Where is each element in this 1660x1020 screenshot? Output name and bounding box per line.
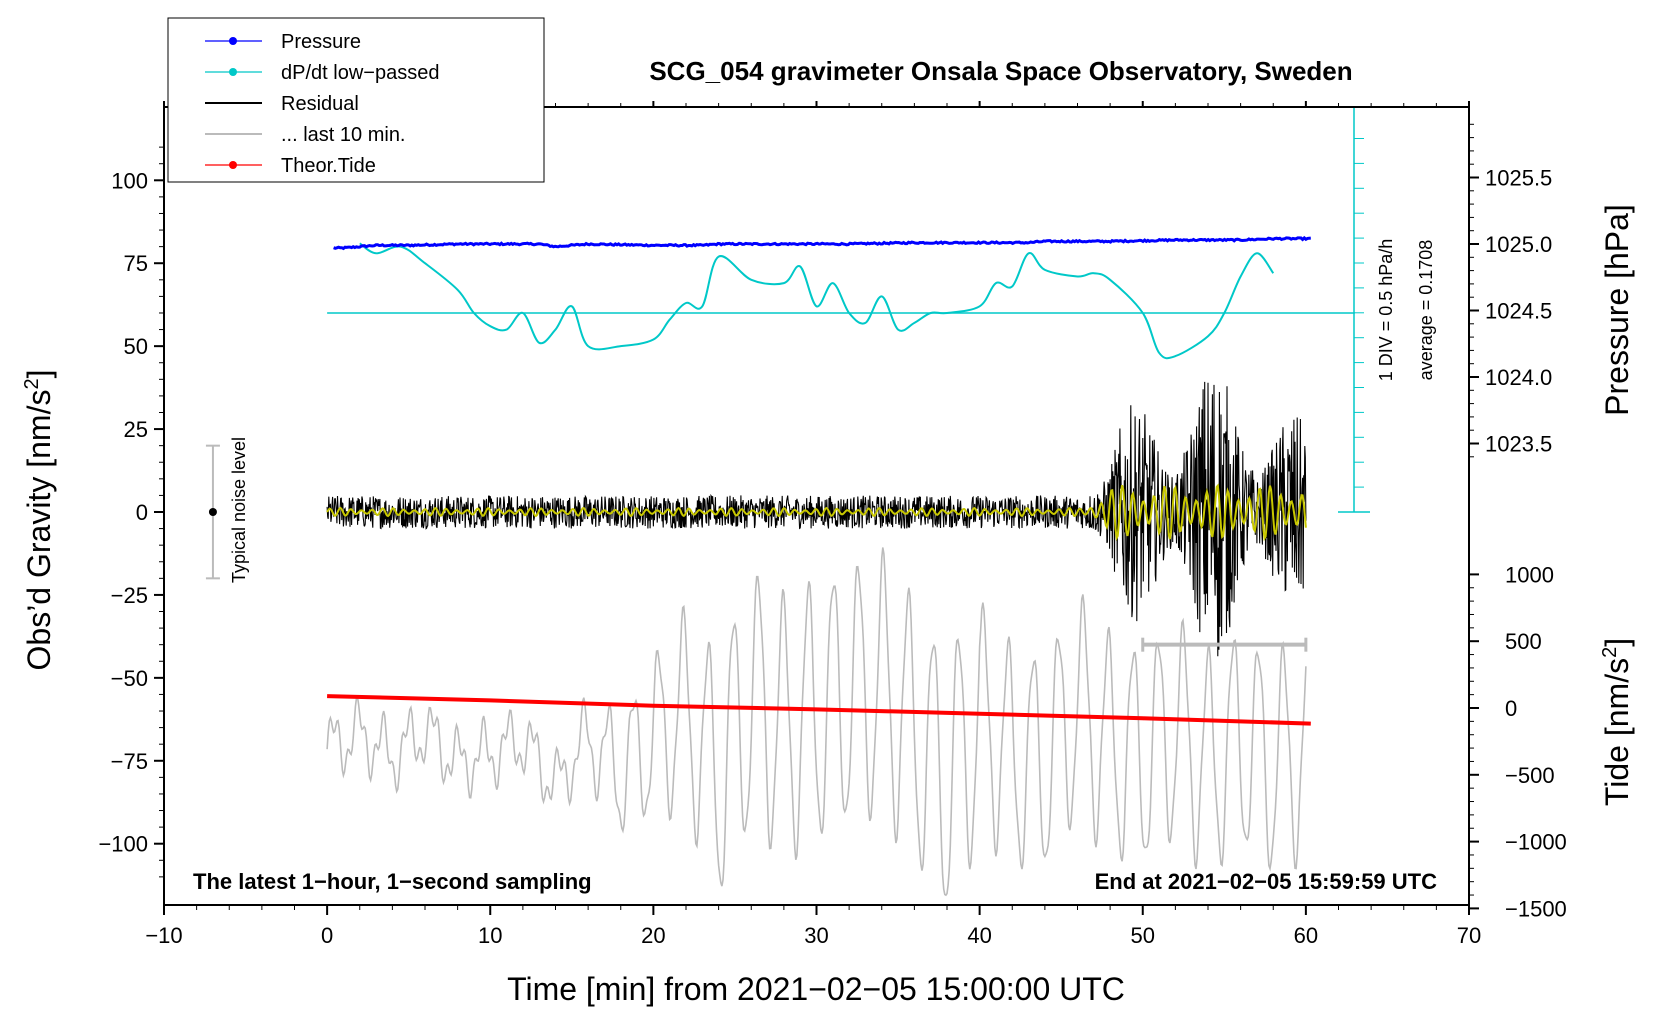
- tide-axis-title-sup: 2: [1599, 647, 1621, 658]
- x-tick-label: 30: [804, 923, 828, 948]
- y-axis-gravity: 100 75 50 25 0 −25 −50 −75 −100: [98, 146, 164, 878]
- pressure-line: [333, 235, 1311, 251]
- y-axis-title-sup: 2: [21, 378, 43, 389]
- tide-axis-title: Tide [nm/s2]: [1599, 638, 1635, 806]
- pressure-tick-label: 1023.5: [1485, 432, 1552, 457]
- y-tick-label: −100: [98, 832, 148, 857]
- dpdt-lowpassed-line: [359, 242, 1275, 360]
- pressure-tick-label: 1025.5: [1485, 166, 1552, 191]
- legend-marker: [229, 68, 237, 76]
- x-tick-label: 60: [1294, 923, 1318, 948]
- residual-lowpassed-line: [326, 483, 1307, 542]
- residual-line: [326, 381, 1307, 657]
- legend: Pressure dP/dt low−passed Residual ... last…: [167, 17, 545, 183]
- x-tick-label: 70: [1457, 923, 1481, 948]
- annotation-end-time: End at 2021−02−05 15:59:59 UTC: [1095, 869, 1438, 894]
- chart-title: SCG_054 gravimeter Onsala Space Observat…: [649, 56, 1352, 86]
- pressure-tick-label: 1025.0: [1485, 232, 1552, 257]
- y-tick-label: 25: [124, 417, 148, 442]
- x-tick-label: 40: [967, 923, 991, 948]
- legend-label: ... last 10 min.: [281, 124, 406, 146]
- tide-axis-title-end: ]: [1599, 638, 1635, 647]
- pressure-tick-label: 1024.5: [1485, 299, 1552, 324]
- y-tick-label: 50: [124, 334, 148, 359]
- y-axis-title-main: Obs’d Gravity [nm/s: [21, 390, 57, 671]
- y-tick-label: −50: [111, 666, 148, 691]
- x-axis-title: Time [min] from 2021−02−05 15:00:00 UTC: [507, 971, 1125, 1007]
- legend-label: Residual: [281, 93, 359, 115]
- y-tick-label: 75: [124, 251, 148, 276]
- legend-label: Theor.Tide: [281, 155, 376, 177]
- annotation-sampling: The latest 1−hour, 1−second sampling: [193, 869, 592, 894]
- y-tick-label: −25: [111, 583, 148, 608]
- dpdt-scale-axis: [1338, 108, 1370, 513]
- tide-line: [327, 694, 1311, 726]
- x-tick-label: 50: [1131, 923, 1155, 948]
- series-layer: [205, 235, 1355, 897]
- y-axis-pressure: 1025.5 1025.0 1024.5 1024.0 1023.5: [1469, 123, 1552, 458]
- y-tick-label: −75: [111, 749, 148, 774]
- legend-label: dP/dt low−passed: [281, 62, 439, 84]
- x-tick-label: 20: [641, 923, 665, 948]
- tide-tick-label: 1000: [1505, 562, 1554, 587]
- y-axis-tide: 1000 500 0 −500 −1000 −1500: [1469, 562, 1567, 921]
- dpdt-average-label: average = 0.1708: [1416, 240, 1436, 381]
- x-axis: −10 0 10 20 30 40 50 60 70: [145, 101, 1481, 948]
- tide-tick-label: 500: [1505, 629, 1542, 654]
- legend-label: Pressure: [281, 31, 361, 53]
- y-axis-title: Obs’d Gravity [nm/s2]: [21, 370, 57, 671]
- tide-axis-title-main: Tide [nm/s: [1599, 658, 1635, 806]
- tide-tick-label: −1500: [1505, 896, 1567, 921]
- x-tick-label: 10: [478, 923, 502, 948]
- tide-tick-label: −1000: [1505, 830, 1567, 855]
- noise-level-label: Typical noise level: [229, 437, 249, 583]
- x-tick-label: 0: [321, 923, 333, 948]
- legend-marker: [229, 37, 237, 45]
- tide-tick-label: −500: [1505, 763, 1555, 788]
- tide-tick-label: 0: [1505, 696, 1517, 721]
- y-tick-label: 100: [111, 168, 148, 193]
- pressure-tick-label: 1024.0: [1485, 365, 1552, 390]
- last-10-min-line: [326, 547, 1307, 897]
- y-axis-title-end: ]: [21, 370, 57, 379]
- noise-bar-center-dot: [208, 508, 217, 516]
- dpdt-scale-label: 1 DIV = 0.5 hPa/h: [1376, 239, 1396, 382]
- pressure-axis-title: Pressure [hPa]: [1599, 204, 1635, 416]
- legend-marker: [229, 161, 237, 169]
- x-tick-label: −10: [145, 923, 182, 948]
- legend-box: [167, 17, 545, 183]
- y-tick-label: 0: [136, 500, 148, 525]
